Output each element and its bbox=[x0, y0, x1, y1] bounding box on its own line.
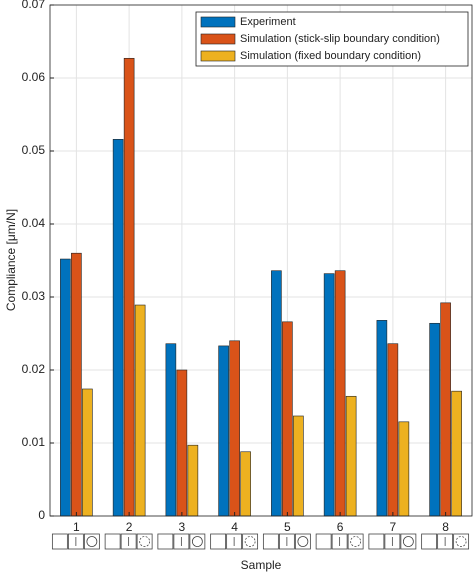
sample-icon bbox=[455, 536, 467, 547]
sample-icon bbox=[278, 533, 295, 550]
bar bbox=[440, 302, 451, 517]
sample-icon bbox=[173, 533, 190, 550]
sample-icon bbox=[331, 533, 348, 550]
sample-icon bbox=[384, 533, 401, 550]
sample-icon bbox=[437, 533, 454, 550]
sample-icon bbox=[226, 533, 243, 550]
y-tick-label: 0.01 bbox=[22, 435, 46, 449]
bar bbox=[229, 340, 240, 517]
plot-frame bbox=[49, 4, 473, 517]
bar bbox=[112, 139, 124, 517]
bar bbox=[71, 252, 82, 517]
y-tick-label: 0.07 bbox=[22, 0, 46, 11]
legend-box bbox=[195, 11, 469, 67]
sample-icon bbox=[104, 533, 121, 550]
sample-icon bbox=[402, 536, 414, 547]
bar bbox=[398, 421, 410, 517]
sample-icon bbox=[347, 533, 364, 550]
bar bbox=[345, 395, 357, 517]
sample-icon bbox=[262, 533, 279, 550]
sample-icon bbox=[350, 536, 362, 547]
sample-icon bbox=[139, 536, 151, 547]
bar bbox=[187, 444, 199, 517]
bar bbox=[134, 304, 146, 517]
sample-icon bbox=[421, 533, 438, 550]
sample-icon bbox=[189, 533, 206, 550]
sample-icon bbox=[400, 533, 417, 550]
bar bbox=[323, 273, 335, 517]
y-tick-label: 0 bbox=[38, 508, 45, 522]
sample-icon bbox=[83, 533, 100, 550]
sample-icon bbox=[368, 533, 385, 550]
legend-swatch bbox=[200, 16, 236, 28]
sample-icon bbox=[51, 533, 68, 550]
x-tick-label: 7 bbox=[390, 520, 397, 534]
sample-icon bbox=[86, 536, 98, 547]
bar bbox=[176, 369, 188, 517]
bar bbox=[376, 320, 388, 517]
x-tick-label: 2 bbox=[126, 520, 133, 534]
bar bbox=[123, 57, 135, 517]
bar bbox=[218, 345, 229, 517]
sample-icon bbox=[120, 533, 137, 550]
legend: Experiment Simulation (stick-slip boundar… bbox=[195, 11, 469, 67]
sample-icon bbox=[315, 533, 332, 550]
x-tick-label: 3 bbox=[179, 520, 186, 534]
bar bbox=[240, 451, 251, 517]
sample-icon bbox=[242, 533, 259, 550]
legend-swatch bbox=[200, 50, 236, 62]
bar bbox=[82, 388, 93, 517]
legend-label: Simulation (stick-slip boundary conditio… bbox=[240, 33, 440, 45]
y-tick-label: 0.04 bbox=[22, 216, 46, 230]
x-tick-label: 6 bbox=[337, 520, 344, 534]
bar bbox=[334, 270, 346, 517]
sample-icon bbox=[297, 536, 309, 547]
bar bbox=[429, 322, 440, 517]
bar bbox=[293, 415, 304, 517]
bar bbox=[387, 343, 399, 517]
x-tick-label: 1 bbox=[73, 520, 80, 534]
y-tick-label: 0.02 bbox=[22, 362, 46, 376]
x-tick-label: 8 bbox=[442, 520, 449, 534]
x-tick-label: 5 bbox=[284, 520, 291, 534]
sample-icon bbox=[453, 533, 470, 550]
legend-label: Simulation (fixed boundary condition) bbox=[240, 50, 421, 62]
y-tick-label: 0.03 bbox=[22, 289, 46, 303]
y-axis-label: Compliance [μm/N] bbox=[4, 209, 18, 311]
sample-icon bbox=[294, 533, 311, 550]
bar bbox=[165, 343, 177, 517]
y-tick-label: 0.05 bbox=[22, 143, 46, 157]
sample-icon bbox=[136, 533, 153, 550]
legend-label: Experiment bbox=[240, 16, 296, 28]
sample-icon bbox=[67, 533, 84, 550]
bar bbox=[282, 321, 293, 517]
bar bbox=[60, 258, 71, 517]
x-axis-label: Sample bbox=[241, 558, 282, 572]
bar bbox=[271, 270, 282, 517]
x-tick-label: 4 bbox=[231, 520, 238, 534]
sample-icon bbox=[191, 536, 203, 547]
y-tick-label: 0.06 bbox=[22, 70, 46, 84]
bar bbox=[451, 390, 462, 517]
legend-swatch bbox=[200, 33, 236, 45]
sample-icon bbox=[157, 533, 174, 550]
sample-icon bbox=[244, 536, 256, 547]
sample-icon bbox=[210, 533, 227, 550]
